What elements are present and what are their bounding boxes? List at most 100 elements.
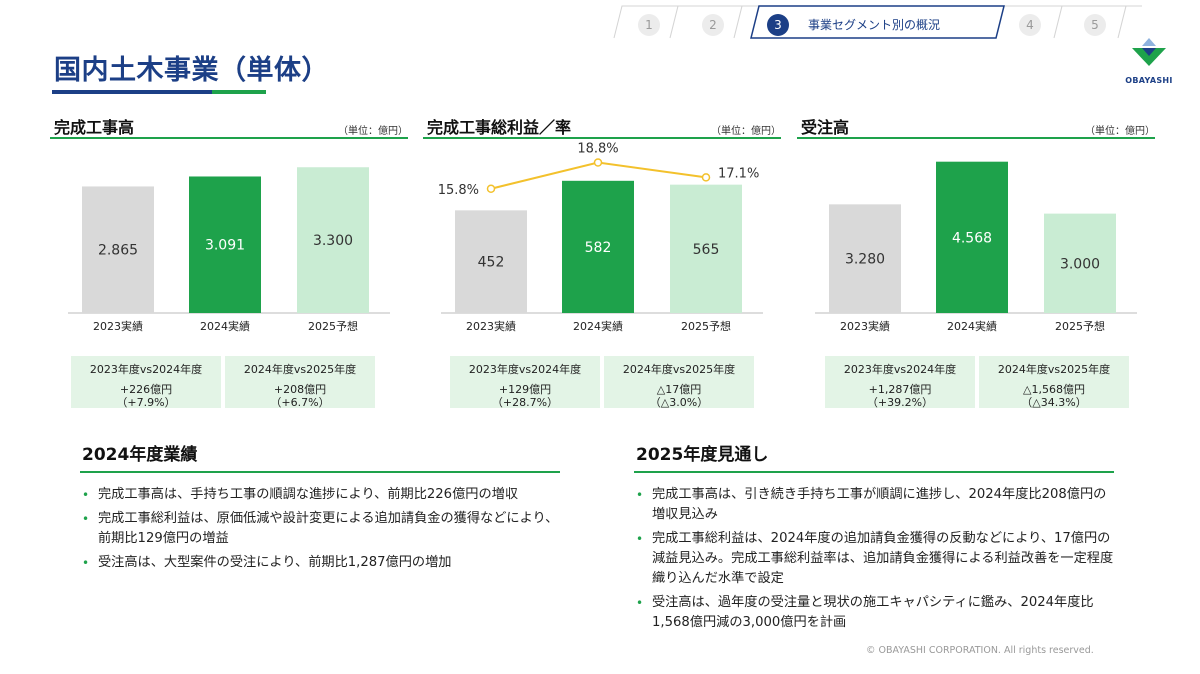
comparison-header: 2024年度vs2025年度 <box>622 363 736 376</box>
section-title: 2025年度見通し <box>636 445 769 465</box>
step-1[interactable]: 1 <box>638 14 660 36</box>
category-label: 2025予想 <box>1055 319 1105 333</box>
panel-title: 完成工事総利益／率 <box>427 118 572 137</box>
comparison-value: △1,568億円 <box>1023 383 1085 396</box>
logo-mark-icon <box>1132 38 1166 66</box>
comparison-header: 2023年度vs2024年度 <box>468 363 582 376</box>
bullet-text: 完成工事高は、引き続き手持ち工事が順調に進捗し、2024年度比208億円の増収見… <box>652 487 1107 522</box>
comparison-value: +226億円 <box>119 383 173 396</box>
comparison-box-2024-2025: 2024年度vs2025年度 △17億円 （△3.0%） <box>604 356 754 409</box>
comparison-percent: （+28.7%） <box>491 396 559 409</box>
panel-unit: （単位：億円） <box>711 126 781 137</box>
title-underline-blue <box>52 90 212 94</box>
active-step-label: 事業セグメント別の概況 <box>808 18 941 32</box>
bar-chart-orders-received: 3.280 2023実績 4.568 2024実績 3.000 2025予想 <box>815 161 1137 333</box>
comparison-value: +208億円 <box>273 383 327 396</box>
bullet-text: 完成工事高は、手持ち工事の順調な進捗により、前期比226億円の増収 <box>98 487 519 502</box>
bar-2025予想 <box>297 167 369 313</box>
bar-2024実績 <box>562 180 634 313</box>
bullet-dot-icon: • <box>82 488 90 502</box>
comparison-box-2023-2024: 2023年度vs2024年度 +129億円 （+28.7%） <box>450 356 600 409</box>
comparison-percent: （△34.3%） <box>1021 396 1087 409</box>
bar-value-label: 2.865 <box>98 243 138 259</box>
logo-text: OBAYASHI <box>1125 76 1173 85</box>
comparison-value: +129億円 <box>498 383 552 396</box>
category-label: 2025予想 <box>308 319 358 333</box>
comparison-percent: （+39.2%） <box>866 396 934 409</box>
step-nav-frame <box>613 5 1142 39</box>
bullet-text: 受注高は、過年度の受注量と現状の施工キャパシティに鑑み、2024年度比1,568… <box>652 595 1094 630</box>
section-2024-results: 2024年度業績 • 完成工事高は、手持ち工事の順調な進捗により、前期比226億円… <box>80 440 560 577</box>
comparison-value: △17億円 <box>656 383 702 396</box>
bar-line-chart-gross-profit: 452 2023実績 582 2024実績 565 2025予想 15.8% 18.8% 17.… <box>438 142 763 333</box>
panel-unit: （単位：億円） <box>1085 126 1155 137</box>
bar-chart-completed-construction: 2.865 2023実績 3.091 2024実績 3.300 2025予想 <box>68 167 390 333</box>
section-title: 2024年度業績 <box>82 445 198 465</box>
bar-value-label: 3.000 <box>1060 256 1100 272</box>
bar-value-label: 582 <box>585 240 612 256</box>
bullet-dot-icon: • <box>636 532 644 546</box>
section-2025-outlook: 2025年度見通し • 完成工事高は、引き続き手持ち工事が順調に進捗し、2024年… <box>634 440 1114 637</box>
category-label: 2023実績 <box>93 319 143 333</box>
bar-2023実績 <box>82 186 154 313</box>
bar-2024実績 <box>936 161 1008 313</box>
panel-rule <box>50 137 408 139</box>
margin-rate-label: 17.1% <box>718 166 759 181</box>
margin-rate-point <box>593 158 603 167</box>
comparison-header: 2023年度vs2024年度 <box>843 363 957 376</box>
bar-value-label: 3.091 <box>205 238 245 254</box>
step-navigation: 1 2 3 事業セグメント別の概況 4 5 <box>612 4 1142 40</box>
panel-gross-profit: 完成工事総利益／率 （単位：億円） 452 2023実績 582 2024実績 565 2… <box>423 112 781 412</box>
bullet-list: • 完成工事高は、手持ち工事の順調な進捗により、前期比226億円の増収 • 完成工事… <box>80 485 560 573</box>
bullet-text: 完成工事総利益は、2024年度の追加請負金獲得の反動などにより、17億円の減益見… <box>652 531 1114 586</box>
bar-value-label: 565 <box>693 242 720 258</box>
bullet-text: 完成工事総利益は、原価低減や設計変更による追加請負金の獲得などにより、前期比12… <box>98 511 559 546</box>
bullet-dot-icon: • <box>82 512 90 526</box>
panel-unit: （単位：億円） <box>338 126 408 137</box>
comparison-percent: （△3.0%） <box>649 396 709 409</box>
category-label: 2025予想 <box>681 319 731 333</box>
margin-rate-label: 18.8% <box>577 142 618 157</box>
bullet-dot-icon: • <box>82 556 90 570</box>
bullet-item: • 受注高は、大型案件の受注により、前期比1,287億円の増加 <box>80 553 560 573</box>
bar-value-label: 452 <box>478 255 505 271</box>
panel-rule <box>423 137 781 139</box>
title-underline-green <box>212 90 266 94</box>
panel-orders-received: 受注高 （単位：億円） 3.280 2023実績 4.568 2024実績 3.000 2… <box>797 112 1155 412</box>
step-5[interactable]: 5 <box>1084 14 1106 36</box>
margin-rate-point <box>486 184 496 193</box>
category-label: 2024実績 <box>200 319 250 333</box>
bar-2024実績 <box>189 176 261 313</box>
comparison-header: 2024年度vs2025年度 <box>997 363 1111 376</box>
comparison-percent: （+7.9%） <box>116 396 176 409</box>
bullet-item: • 完成工事高は、手持ち工事の順調な進捗により、前期比226億円の増収 <box>80 485 560 505</box>
comparison-percent: （+6.7%） <box>270 396 330 409</box>
panel-rule <box>797 137 1155 139</box>
comparison-box-2024-2025: 2024年度vs2025年度 +208億円 （+6.7%） <box>225 356 375 409</box>
obayashi-logo: OBAYASHI <box>1120 36 1178 90</box>
bar-2023実績 <box>829 204 901 313</box>
step-3-active[interactable]: 3 <box>767 14 789 36</box>
panel-completed-construction: 完成工事高 （単位：億円） 2.865 2023実績 3.091 2024実績 3.30… <box>50 112 408 412</box>
bullet-dot-icon: • <box>636 488 644 502</box>
margin-rate-point <box>701 173 711 182</box>
bullet-text: 受注高は、大型案件の受注により、前期比1,287億円の増加 <box>98 555 452 570</box>
bar-value-label: 4.568 <box>952 230 992 246</box>
bar-value-label: 3.300 <box>313 233 353 249</box>
comparison-header: 2024年度vs2025年度 <box>243 363 357 376</box>
bar-2025予想 <box>1044 213 1116 313</box>
step-2[interactable]: 2 <box>702 14 724 36</box>
comparison-box-2023-2024: 2023年度vs2024年度 +226億円 （+7.9%） <box>71 356 221 409</box>
panel-title: 完成工事高 <box>54 118 135 137</box>
bullet-dot-icon: • <box>636 596 644 610</box>
category-label: 2024実績 <box>573 319 623 333</box>
step-4[interactable]: 4 <box>1019 14 1041 36</box>
bullet-list: • 完成工事高は、引き続き手持ち工事が順調に進捗し、2024年度比208億円の増収… <box>634 485 1114 633</box>
bar-2023実績 <box>455 210 527 313</box>
comparison-box-2024-2025: 2024年度vs2025年度 △1,568億円 （△34.3%） <box>979 356 1129 409</box>
bullet-item: • 受注高は、過年度の受注量と現状の施工キャパシティに鑑み、2024年度比1,56… <box>634 593 1114 633</box>
panel-title: 受注高 <box>801 118 850 137</box>
category-label: 2024実績 <box>947 319 997 333</box>
bullet-item: • 完成工事総利益は、2024年度の追加請負金獲得の反動などにより、17億円の減益… <box>634 529 1114 589</box>
bar-value-label: 3.280 <box>845 252 885 268</box>
